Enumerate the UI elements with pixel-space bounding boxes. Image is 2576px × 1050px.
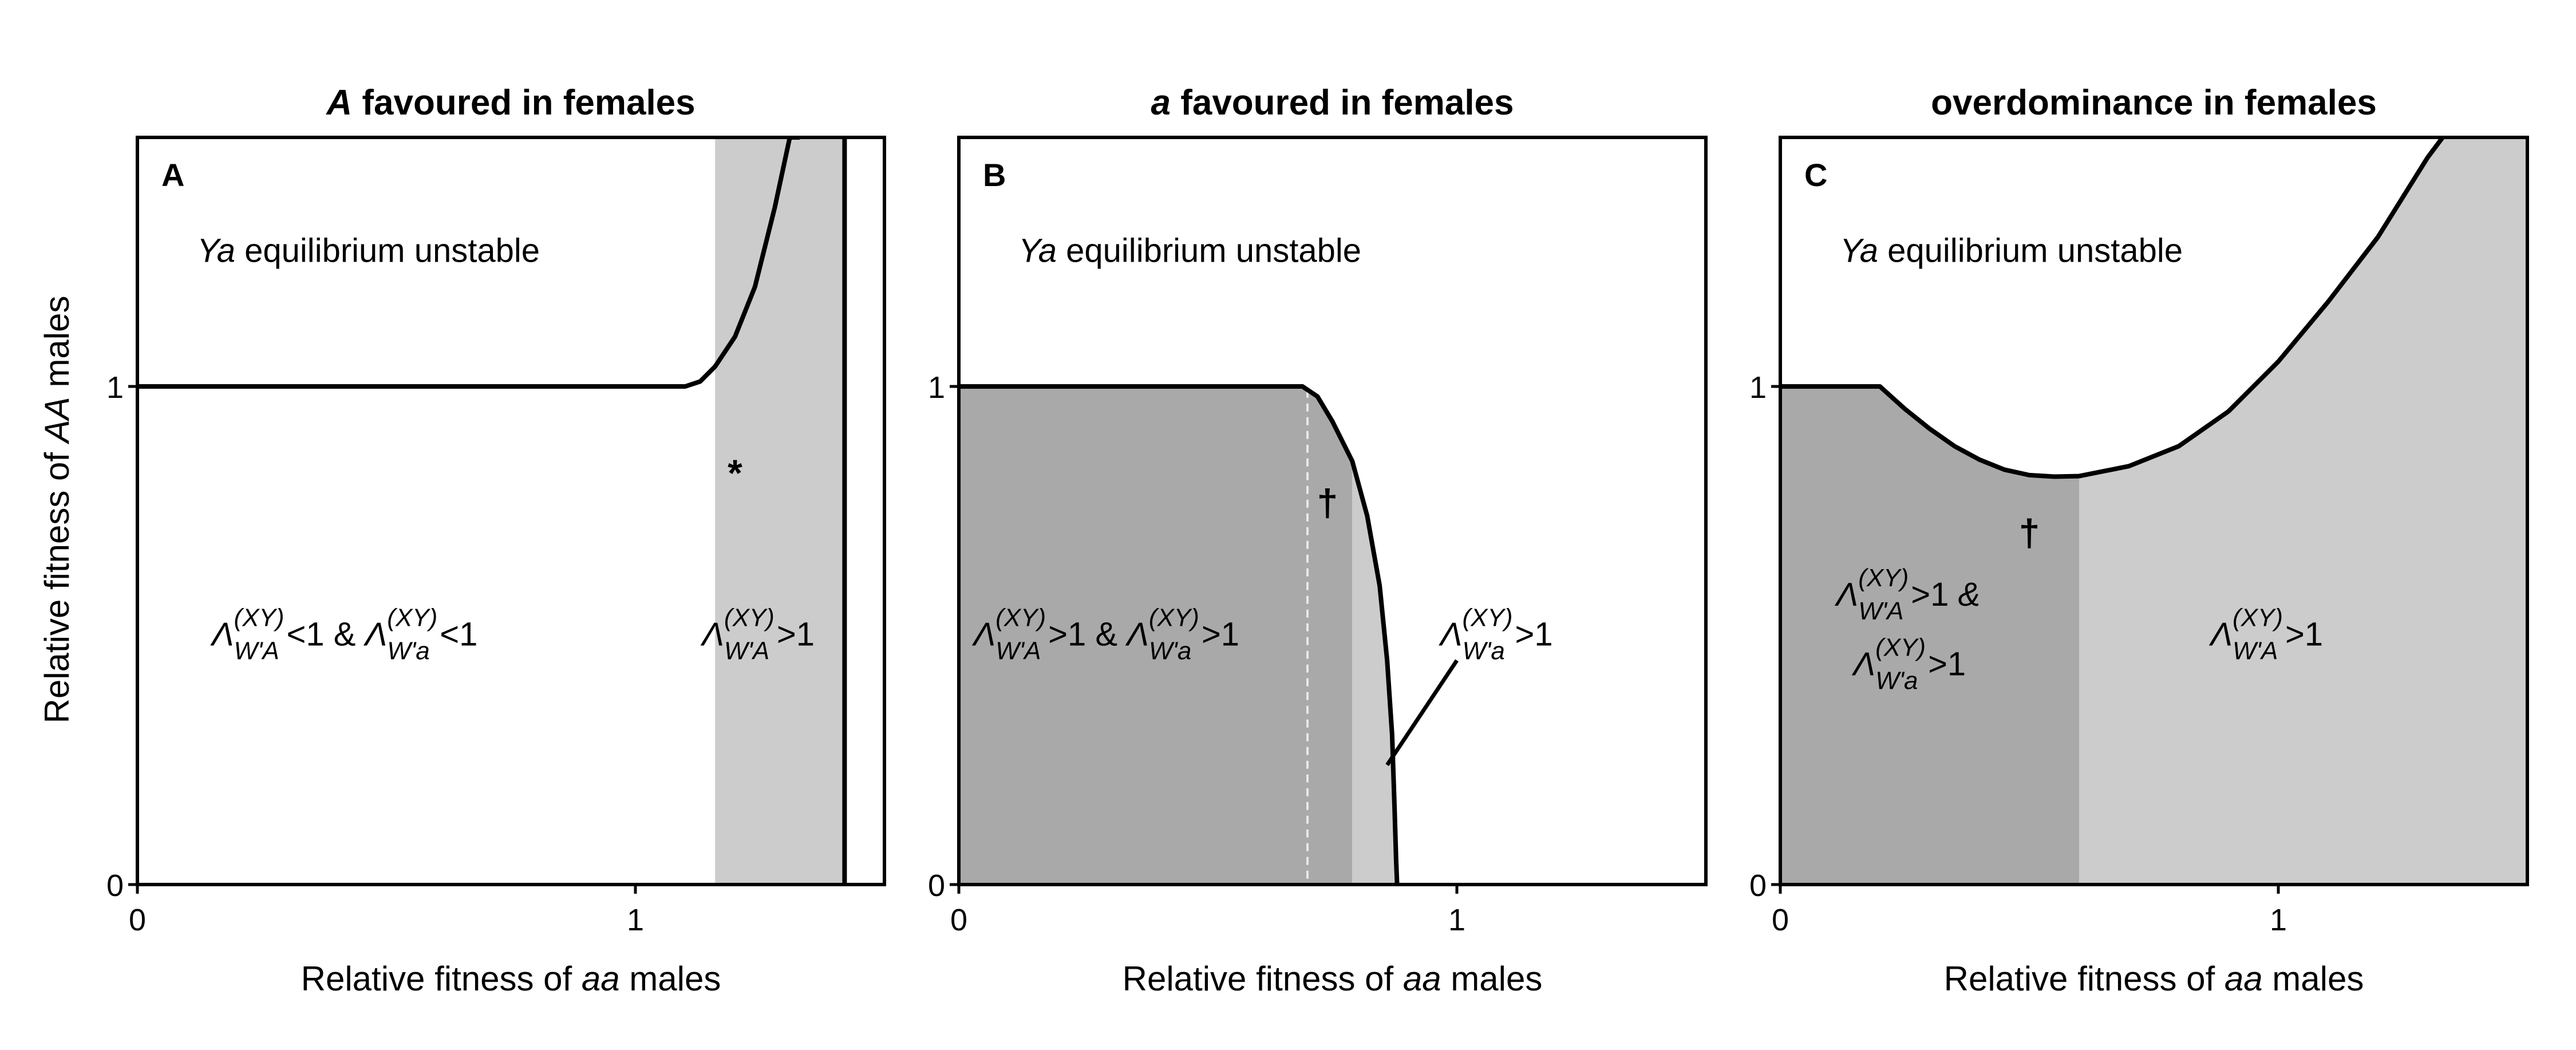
y-tick-label: 0 — [928, 869, 945, 903]
plot-area — [137, 137, 847, 885]
plot-frame — [957, 136, 1708, 886]
panel-letter: C — [1804, 157, 1827, 193]
region-label: Λ(XY) W'A >1 — [700, 603, 815, 665]
region-light — [1352, 461, 1397, 885]
region-dark — [1780, 386, 2079, 885]
y-tick-label: 1 — [106, 370, 124, 405]
pointer-line — [1385, 659, 1459, 767]
region-label: Λ(XY) W'A >1 — [2208, 603, 2323, 665]
region-label: Λ(XY) W'A >1 & — [1835, 564, 1981, 625]
plot-frame — [1779, 136, 2529, 886]
y-tick-label: 1 — [928, 370, 945, 405]
boundary-curve — [959, 384, 1400, 885]
boundary-curve — [137, 137, 800, 389]
panel-c: overdominance in females C 0 1 0 1 Relative fi… — [1749, 83, 2529, 998]
region-label: Λ(XY) W'a >1 — [1851, 634, 1966, 695]
marker-symbol: † — [2019, 511, 2040, 554]
marker-symbol: * — [728, 452, 742, 494]
panel-a: A favoured in females A 0 1 0 1 Relative fitne… — [106, 83, 886, 998]
region-light — [2079, 137, 2527, 885]
plot-area — [1780, 137, 2527, 885]
panel-title: A favoured in females — [325, 83, 695, 123]
y-tick-label: 1 — [1749, 370, 1767, 405]
panel-title: overdominance in females — [1931, 83, 2377, 123]
panel-title: a favoured in females — [1151, 83, 1514, 123]
region-dark — [959, 386, 1353, 885]
x-tick-label: 1 — [2270, 903, 2287, 937]
x-axis-label: Relative fitness of aa males — [1123, 960, 1543, 998]
y-tick-label: 0 — [1749, 869, 1767, 903]
region-label: Λ(XY) W'A >1 & Λ(XY) W'a >1 — [971, 603, 1239, 665]
x-tick-label: 0 — [1772, 903, 1789, 937]
region-label: Λ(XY) W'A <1 & Λ(XY) W'a <1 — [210, 603, 478, 665]
x-tick-label: 0 — [129, 903, 146, 937]
panel-letter: A — [161, 157, 184, 193]
x-axis-label: Relative fitness of aa males — [301, 960, 721, 998]
boundary-curve — [1780, 137, 2445, 479]
plot-frame — [136, 136, 886, 886]
ya-annotation: Ya equilibrium unstable — [197, 232, 540, 270]
panel-letter: B — [983, 157, 1006, 193]
panel-b: a favoured in females B 0 1 0 1 Relative fitne… — [928, 83, 1708, 998]
x-tick-label: 1 — [1448, 903, 1465, 937]
x-tick-label: 1 — [627, 903, 644, 937]
x-tick-label: 0 — [950, 903, 967, 937]
ya-annotation: Ya equilibrium unstable — [1840, 232, 2183, 270]
x-axis-label: Relative fitness of aa males — [1944, 960, 2364, 998]
plot-area — [959, 384, 1459, 885]
panels: A favoured in females A 0 1 0 1 Relative fitne… — [106, 83, 2529, 998]
region-label: Λ(XY) W'a >1 — [1439, 603, 1553, 665]
y-axis-label: Relative fitness of AA males — [38, 296, 76, 724]
ya-annotation: Ya equilibrium unstable — [1018, 232, 1361, 270]
region-light — [715, 137, 845, 885]
marker-symbol: † — [1317, 481, 1338, 524]
y-tick-label: 0 — [106, 869, 124, 903]
